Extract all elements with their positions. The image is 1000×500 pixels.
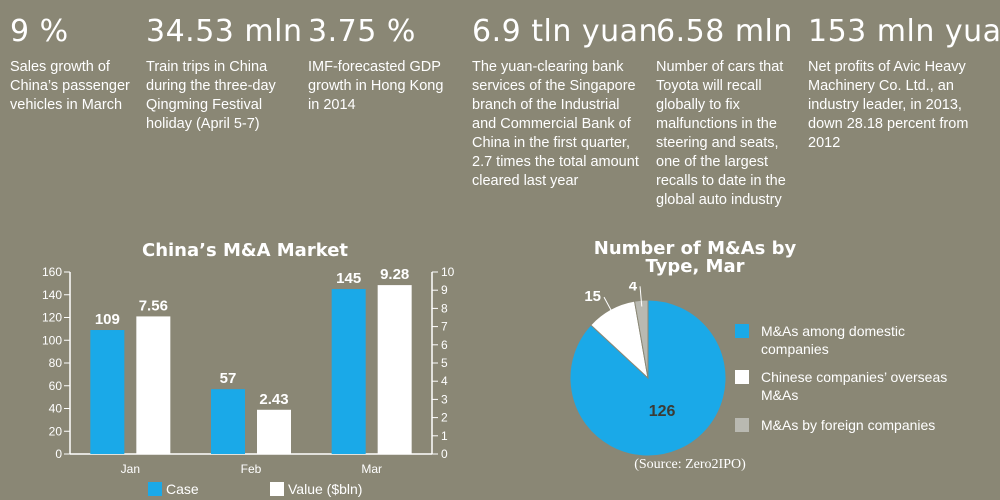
data-label-case: 57 <box>220 370 237 387</box>
right-tick-label: 4 <box>441 374 448 388</box>
stat-description: IMF-forecasted GDP growth in Hong Kong i… <box>308 59 444 113</box>
legend-label: Case <box>166 481 199 497</box>
legend-swatch-blue <box>148 482 162 496</box>
stat-hk-gdp: 3.75 % IMF-forecasted GDP growth in Hong… <box>308 14 458 115</box>
stat-description: The yuan-clearing bank services of the S… <box>472 59 639 189</box>
data-label-case: 145 <box>336 270 361 287</box>
data-label-value: 7.56 <box>139 297 168 314</box>
legend-swatch-white <box>270 482 284 496</box>
pie-slice <box>569 299 727 457</box>
stat-yuan-clearing: 6.9 tln yuan The yuan-clearing bank serv… <box>472 14 659 191</box>
bar-value <box>136 316 171 454</box>
x-tick-label: Jan <box>121 462 140 476</box>
right-tick-label: 1 <box>441 429 448 443</box>
x-tick-label: Mar <box>361 462 382 476</box>
legend-value: Value ($bln) <box>270 480 362 498</box>
stat-sales-growth: 9 % Sales growth of China’s passenger ve… <box>10 14 138 115</box>
bar-case <box>211 389 245 454</box>
stat-value: 34.53 mln <box>146 14 303 49</box>
left-tick-label: 160 <box>42 265 62 279</box>
left-tick-label: 20 <box>49 424 63 438</box>
legend-domestic: M&As among domestic companies <box>735 322 961 358</box>
stat-value: 6.58 mln <box>656 14 793 49</box>
stat-avic-profits: 153 mln yuan Net profits of Avic Heavy M… <box>808 14 1000 153</box>
stat-value: 9 % <box>10 14 69 49</box>
stat-toyota-recall: 6.58 mln Number of cars that Toyota will… <box>656 14 802 210</box>
right-tick-label: 9 <box>441 283 448 297</box>
stat-description: Train trips in China during the three-da… <box>146 59 276 132</box>
legend-label: Chinese companies’ overseas M&As <box>761 369 948 403</box>
pie-leader-line <box>603 296 615 316</box>
stat-train-trips: 34.53 mln Train trips in China during th… <box>146 14 303 134</box>
right-tick-label: 7 <box>441 320 448 334</box>
stat-value: 3.75 % <box>308 14 416 49</box>
left-tick-label: 100 <box>42 333 62 347</box>
right-tick-label: 10 <box>441 265 455 279</box>
stat-description: Sales growth of China’s passenger vehicl… <box>10 59 130 113</box>
pie-data-label: 15 <box>584 288 601 305</box>
bar-chart-title: China’s M&A Market <box>141 240 348 261</box>
legend-foreign: M&As by foreign companies <box>735 416 981 434</box>
right-tick-label: 8 <box>441 301 448 315</box>
left-tick-label: 140 <box>42 288 62 302</box>
left-tick-label: 40 <box>49 402 63 416</box>
legend-label: M&As by foreign companies <box>761 417 936 433</box>
right-tick-label: 3 <box>441 392 448 406</box>
pie-chart-title: Number of M&As by Type, Mar <box>593 238 797 277</box>
left-tick-label: 80 <box>49 356 63 370</box>
data-label-value: 2.43 <box>259 391 288 408</box>
legend-label: M&As among domestic companies <box>761 323 905 357</box>
stat-value: 153 mln yuan <box>808 14 1000 49</box>
legend-overseas: Chinese companies’ overseas M&As <box>735 368 961 404</box>
legend-swatch-blue <box>735 324 749 338</box>
data-label-value: 9.28 <box>380 266 409 283</box>
right-tick-label: 5 <box>441 356 448 370</box>
bar-case <box>331 289 366 454</box>
left-tick-label: 120 <box>42 311 62 325</box>
stat-description: Net profits of Avic Heavy Machinery Co. … <box>808 59 969 151</box>
bar-value <box>257 409 291 454</box>
left-tick-label: 60 <box>49 379 63 393</box>
right-tick-label: 2 <box>441 411 448 425</box>
pie-leader-line <box>639 286 643 307</box>
source-note: (Source: Zero2IPO) <box>634 457 746 472</box>
left-tick-label: 0 <box>55 447 62 461</box>
pie-data-label: 126 <box>649 403 676 420</box>
pie-data-label: 4 <box>629 282 638 294</box>
data-label-case: 109 <box>95 311 120 328</box>
legend-case: Case <box>148 480 199 498</box>
bar-value <box>377 285 412 454</box>
legend-swatch-gray <box>735 418 749 432</box>
stat-value: 6.9 tln yuan <box>472 14 659 49</box>
legend-swatch-white <box>735 370 749 384</box>
right-tick-label: 6 <box>441 338 448 352</box>
pie-chart: 126 15 4 <box>569 282 727 457</box>
legend-label: Value ($bln) <box>288 481 363 497</box>
bar-case <box>90 330 125 454</box>
right-tick-label: 0 <box>441 447 448 461</box>
bar-chart: 0 20 40 60 80 100 120 140 160 0 1 2 3 4 5 6 7 8 9 10 109 7.56… <box>42 265 455 476</box>
x-tick-label: Feb <box>241 462 262 476</box>
stat-description: Number of cars that Toyota will recall g… <box>656 59 786 208</box>
